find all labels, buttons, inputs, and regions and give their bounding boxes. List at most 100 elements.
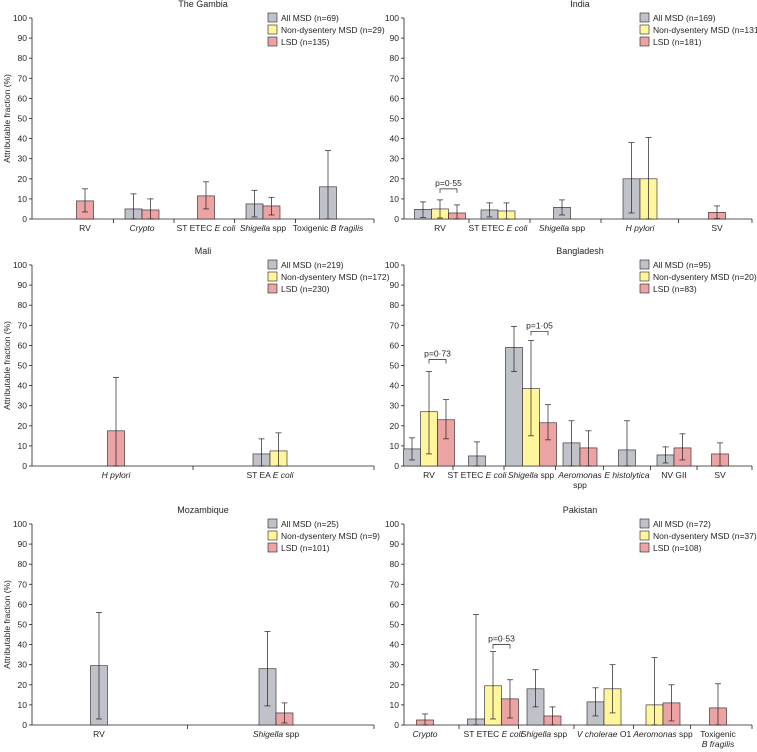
- y-tick-label: 30: [18, 401, 28, 411]
- legend-swatch: [639, 24, 650, 35]
- panel-mozambique: Mozambique 0 10 20 30 40 50 60 70 80 90 100 Attribu…: [2, 505, 380, 739]
- x-tick-label: Toxigenic: [700, 729, 736, 739]
- legend-swatch: [267, 259, 278, 270]
- legend-label: All MSD (n=69): [281, 13, 339, 23]
- y-tick-label: 100: [13, 13, 27, 23]
- legend-label: LSD (n=230): [281, 284, 330, 294]
- y-tick-label: 80: [18, 53, 28, 63]
- y-tick-label: 40: [390, 381, 400, 391]
- y-tick-label: 40: [390, 640, 400, 650]
- panel-india: India 0 10 20 30 40 50 60 70 80 90 100 RV ST ETEC E …: [385, 0, 757, 233]
- legend-label: LSD (n=181): [653, 37, 702, 47]
- legend-label: Non-dysentery MSD (n=37): [653, 531, 757, 541]
- y-tick-label: 50: [18, 620, 28, 630]
- x-tick-label: RV: [423, 470, 435, 480]
- legend-label: LSD (n=83): [653, 284, 697, 294]
- y-tick-label: 10: [18, 194, 28, 204]
- x-tick-label: ST EA E coli: [246, 470, 294, 480]
- legend-label: Non-dysentery MSD (n=131): [653, 25, 757, 35]
- y-tick-label: 20: [390, 174, 400, 184]
- legend-label: LSD (n=101): [281, 543, 330, 553]
- legend-swatch: [639, 271, 650, 282]
- y-tick-label: 20: [390, 421, 400, 431]
- y-tick-label: 20: [18, 680, 28, 690]
- x-tick-label: Shigella spp: [539, 223, 586, 233]
- legend-label: All MSD (n=95): [653, 260, 711, 270]
- y-tick-label: 20: [18, 174, 28, 184]
- legend-swatch: [267, 36, 278, 47]
- legend-swatch: [267, 24, 278, 35]
- legend-label: LSD (n=135): [281, 37, 330, 47]
- legend-label: All MSD (n=72): [653, 519, 711, 529]
- y-tick-label: 30: [390, 154, 400, 164]
- significance-bracket: [530, 330, 549, 336]
- y-tick-label: 80: [390, 300, 400, 310]
- y-tick-label: 50: [18, 114, 28, 124]
- y-tick-label: 70: [18, 579, 28, 589]
- x-tick-label: ST ETEC E coli: [469, 223, 529, 233]
- y-tick-label: 100: [385, 519, 399, 529]
- legend-label: All MSD (n=219): [281, 260, 344, 270]
- y-tick-label: 50: [390, 114, 400, 124]
- legend-swatch: [267, 518, 278, 529]
- x-tick-label: Shigella spp: [521, 729, 568, 739]
- significance-bracket: [439, 188, 458, 193]
- legend-swatch: [639, 530, 650, 541]
- y-tick-label: 0: [22, 720, 27, 730]
- y-tick-label: 50: [390, 620, 400, 630]
- y-tick-label: 70: [390, 579, 400, 589]
- legend-swatch: [639, 518, 650, 529]
- y-tick-label: 70: [390, 73, 400, 83]
- y-tick-label: 70: [18, 320, 28, 330]
- legend-label: Non-dysentery MSD (n=29): [281, 25, 385, 35]
- y-tick-label: 70: [390, 320, 400, 330]
- y-tick-label: 0: [22, 214, 27, 224]
- x-tick-label: H pylori: [102, 470, 132, 480]
- y-tick-label: 90: [18, 539, 28, 549]
- x-tick-label: Shigella spp: [240, 223, 287, 233]
- x-tick-label: RV: [93, 729, 105, 739]
- legend-swatch: [267, 542, 278, 553]
- y-tick-label: 50: [18, 361, 28, 371]
- y-tick-label: 90: [390, 280, 400, 290]
- x-tick-label: SV: [711, 223, 723, 233]
- x-tick-label: B fragilis: [702, 739, 735, 749]
- y-tick-label: 100: [13, 519, 27, 529]
- y-tick-label: 60: [390, 93, 400, 103]
- panel-title: Mozambique: [177, 505, 229, 515]
- y-tick-label: 60: [18, 599, 28, 609]
- significance-bracket: [428, 359, 447, 364]
- panel-the-gambia: The Gambia 0 10 20 30 40 50 60 70 80 90 100 Attribu…: [2, 0, 385, 233]
- x-tick-label: Crypto: [412, 729, 437, 739]
- y-tick-label: 80: [390, 53, 400, 63]
- y-tick-label: 100: [385, 13, 399, 23]
- y-tick-label: 30: [390, 660, 400, 670]
- x-tick-label: Toxigenic B fragilis: [293, 223, 364, 233]
- y-tick-label: 60: [18, 93, 28, 103]
- x-tick-label: ST ETEC E coli: [464, 729, 524, 739]
- y-axis-title: Attributable fraction (%): [2, 74, 12, 163]
- significance-bracket: [492, 644, 511, 649]
- panel-title: Bangladesh: [556, 246, 604, 256]
- panel-mali: Mali 0 10 20 30 40 50 60 70 80 90 100 Attributable …: [2, 246, 390, 480]
- x-tick-label: spp: [573, 480, 587, 490]
- y-tick-label: 90: [390, 539, 400, 549]
- legend-swatch: [639, 36, 650, 47]
- panel-title: The Gambia: [178, 0, 228, 9]
- x-tick-label: RV: [79, 223, 91, 233]
- y-tick-label: 10: [18, 441, 28, 451]
- legend-label: Non-dysentery MSD (n=20): [653, 272, 757, 282]
- y-tick-label: 40: [18, 381, 28, 391]
- legend-swatch: [267, 271, 278, 282]
- panel-title: Pakistan: [563, 505, 598, 515]
- y-tick-label: 90: [390, 33, 400, 43]
- y-tick-label: 100: [13, 260, 27, 270]
- panel-title: Mali: [195, 246, 212, 256]
- y-tick-label: 70: [18, 73, 28, 83]
- legend-label: Non-dysentery MSD (n=9): [281, 531, 380, 541]
- x-tick-label: RV: [434, 223, 446, 233]
- y-tick-label: 100: [385, 260, 399, 270]
- legend-swatch: [267, 12, 278, 23]
- legend-swatch: [639, 259, 650, 270]
